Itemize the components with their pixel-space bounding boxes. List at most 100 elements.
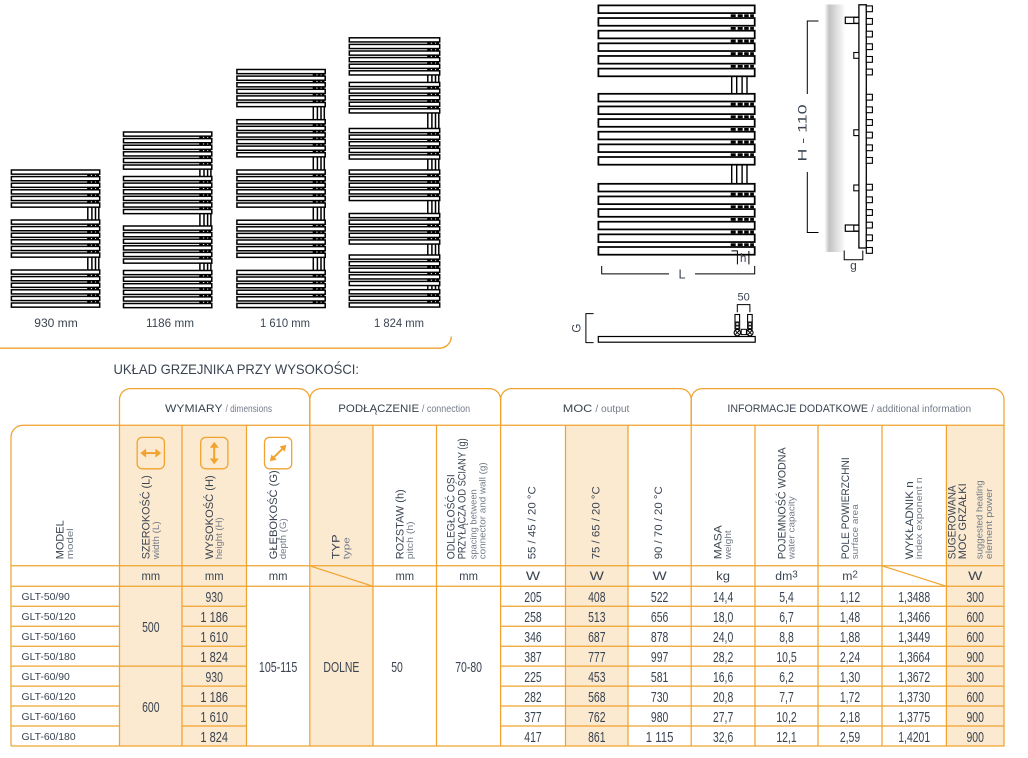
svg-text:6,7: 6,7 bbox=[779, 610, 794, 626]
svg-text:900: 900 bbox=[967, 730, 984, 746]
svg-text:GŁĘBOKOŚĆ (G): GŁĘBOKOŚĆ (G) bbox=[267, 470, 280, 559]
svg-text:28,2: 28,2 bbox=[713, 650, 733, 666]
svg-text:W: W bbox=[526, 569, 541, 583]
svg-text:index exponent n: index exponent n bbox=[914, 477, 924, 559]
svg-text:878: 878 bbox=[651, 630, 668, 646]
svg-text:75 / 65 / 20 °C: 75 / 65 / 20 °C bbox=[590, 486, 602, 559]
svg-text:387: 387 bbox=[524, 650, 541, 666]
svg-text:/ dimensions: / dimensions bbox=[226, 404, 273, 415]
svg-text:mm: mm bbox=[269, 569, 288, 583]
svg-text:55 / 45 / 20 °C: 55 / 45 / 20 °C bbox=[527, 486, 539, 559]
svg-text:2,24: 2,24 bbox=[840, 650, 860, 666]
svg-text:mm: mm bbox=[395, 569, 414, 583]
svg-text:32,6: 32,6 bbox=[713, 730, 733, 746]
svg-text:5,4: 5,4 bbox=[779, 590, 794, 606]
svg-text:6,2: 6,2 bbox=[779, 670, 794, 686]
svg-text:depth (G): depth (G) bbox=[278, 518, 288, 559]
svg-text:GLT-60/160: GLT-60/160 bbox=[22, 712, 76, 723]
svg-text:1 610 mm: 1 610 mm bbox=[260, 318, 310, 330]
svg-text:dm3: dm3 bbox=[775, 569, 798, 583]
svg-text:1 115: 1 115 bbox=[646, 730, 674, 746]
svg-text:type: type bbox=[341, 537, 351, 559]
svg-text:H - 110: H - 110 bbox=[798, 105, 810, 162]
svg-text:997: 997 bbox=[651, 650, 668, 666]
svg-text:MOC: MOC bbox=[563, 403, 593, 415]
svg-text:WYMIARY: WYMIARY bbox=[165, 403, 223, 415]
svg-text:568: 568 bbox=[588, 690, 605, 706]
svg-text:GLT-60/120: GLT-60/120 bbox=[22, 692, 76, 703]
svg-text:water capacity: water capacity bbox=[787, 496, 797, 560]
svg-text:930: 930 bbox=[206, 670, 223, 686]
svg-text:258: 258 bbox=[524, 610, 541, 626]
svg-text:10,2: 10,2 bbox=[776, 710, 796, 726]
svg-text:2,59: 2,59 bbox=[840, 730, 860, 746]
svg-text:513: 513 bbox=[588, 610, 605, 626]
svg-text:8,8: 8,8 bbox=[779, 630, 794, 646]
svg-text:408: 408 bbox=[588, 590, 605, 606]
svg-text:600: 600 bbox=[967, 690, 984, 706]
svg-text:spacing between: spacing between bbox=[468, 489, 478, 559]
svg-text:282: 282 bbox=[524, 690, 541, 706]
svg-text:500: 500 bbox=[142, 620, 159, 636]
svg-text:377: 377 bbox=[524, 710, 541, 726]
svg-text:1186 mm: 1186 mm bbox=[146, 318, 194, 330]
svg-text:POJEMNOŚĆ WODNA: POJEMNOŚĆ WODNA bbox=[775, 447, 788, 560]
svg-text:element power: element power bbox=[984, 488, 994, 559]
svg-text:surface area: surface area bbox=[850, 503, 860, 559]
svg-text:225: 225 bbox=[524, 670, 541, 686]
svg-text:G: G bbox=[572, 324, 584, 333]
svg-text:1,3466: 1,3466 bbox=[898, 610, 930, 626]
svg-text:2,18: 2,18 bbox=[840, 710, 860, 726]
svg-text:PRZYŁĄCZA OD ŚCIANY (g): PRZYŁĄCZA OD ŚCIANY (g) bbox=[456, 438, 469, 559]
svg-text:m2: m2 bbox=[842, 569, 858, 583]
svg-text:ROZSTAW (h): ROZSTAW (h) bbox=[395, 489, 407, 559]
svg-text:1,72: 1,72 bbox=[840, 690, 860, 706]
svg-text:width (L): width (L) bbox=[151, 521, 161, 560]
svg-text:connector and wall (g): connector and wall (g) bbox=[477, 462, 487, 559]
svg-text:980: 980 bbox=[651, 710, 668, 726]
svg-text:W: W bbox=[653, 569, 668, 583]
svg-text:1,4201: 1,4201 bbox=[898, 730, 930, 746]
svg-text:GLT-50/180: GLT-50/180 bbox=[22, 652, 76, 663]
svg-text:1,3775: 1,3775 bbox=[898, 710, 930, 726]
svg-text:INFORMACJE DODATKOWE: INFORMACJE DODATKOWE bbox=[727, 403, 868, 415]
svg-text:453: 453 bbox=[588, 670, 605, 686]
svg-text:height (H): height (H) bbox=[214, 517, 224, 559]
svg-text:14,4: 14,4 bbox=[713, 590, 733, 606]
svg-text:205: 205 bbox=[524, 590, 541, 606]
svg-text:1 824: 1 824 bbox=[200, 650, 228, 666]
svg-text:1 824 mm: 1 824 mm bbox=[374, 318, 424, 330]
svg-text:POLE POWIERZCHNI: POLE POWIERZCHNI bbox=[840, 457, 852, 559]
svg-text:model: model bbox=[65, 528, 75, 559]
svg-text:MASA: MASA bbox=[712, 524, 724, 559]
svg-text:1 610: 1 610 bbox=[200, 710, 228, 726]
svg-text:1 186: 1 186 bbox=[200, 610, 228, 626]
svg-text:417: 417 bbox=[524, 730, 541, 746]
svg-text:UKŁAD GRZEJNIKA PRZY WYSOKOŚCI: UKŁAD GRZEJNIKA PRZY WYSOKOŚCI: bbox=[114, 360, 360, 377]
svg-text:GLT-50/160: GLT-50/160 bbox=[22, 632, 76, 643]
svg-text:861: 861 bbox=[588, 730, 605, 746]
svg-text:W: W bbox=[590, 569, 605, 583]
svg-text:h: h bbox=[740, 253, 746, 265]
svg-text:16,6: 16,6 bbox=[713, 670, 733, 686]
svg-text:300: 300 bbox=[967, 590, 984, 606]
svg-text:930 mm: 930 mm bbox=[34, 318, 78, 330]
svg-text:522: 522 bbox=[651, 590, 668, 606]
svg-text:777: 777 bbox=[588, 650, 605, 666]
svg-text:10,5: 10,5 bbox=[776, 650, 796, 666]
svg-text:900: 900 bbox=[967, 710, 984, 726]
svg-text:50: 50 bbox=[391, 660, 403, 676]
svg-text:90 / 70 / 20 °C: 90 / 70 / 20 °C bbox=[653, 486, 665, 559]
svg-text:105-115: 105-115 bbox=[259, 660, 297, 676]
svg-text:1,3664: 1,3664 bbox=[898, 650, 930, 666]
svg-text:1 186: 1 186 bbox=[200, 690, 228, 706]
svg-text:1,48: 1,48 bbox=[840, 610, 860, 626]
svg-text:pitch (h): pitch (h) bbox=[405, 521, 415, 559]
svg-text:27,7: 27,7 bbox=[713, 710, 733, 726]
svg-text:687: 687 bbox=[588, 630, 605, 646]
svg-text:GLT-60/90: GLT-60/90 bbox=[22, 672, 71, 683]
svg-text:g: g bbox=[850, 259, 857, 273]
svg-text:346: 346 bbox=[524, 630, 541, 646]
svg-text:18,0: 18,0 bbox=[713, 610, 733, 626]
svg-text:7,7: 7,7 bbox=[779, 690, 794, 706]
